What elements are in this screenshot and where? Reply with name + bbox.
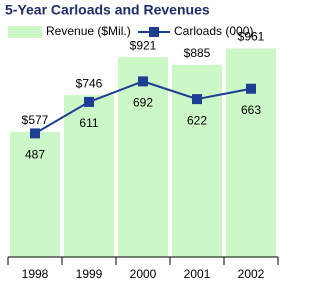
bar-value-label: $885 (184, 46, 211, 60)
line-marker (246, 83, 256, 94)
bar-value-label: $577 (22, 113, 49, 127)
line-value-label: 611 (79, 116, 98, 130)
line-marker (84, 96, 94, 107)
x-tick-label: 2000 (130, 267, 157, 281)
x-tick-label: 1999 (76, 267, 103, 281)
bar (10, 131, 60, 257)
line-value-label: 692 (133, 96, 153, 110)
bar-value-label: $746 (76, 76, 103, 90)
legend-marker (149, 27, 159, 37)
bar (64, 95, 114, 257)
legend-label: Carloads (000) (174, 24, 253, 38)
bar-value-label: $921 (130, 38, 157, 52)
legend-swatch (8, 26, 42, 38)
bar-value-label: $961 (238, 30, 265, 44)
x-tick-label: 2002 (238, 267, 265, 281)
line-marker (192, 94, 202, 105)
x-tick-label: 2001 (184, 267, 211, 281)
legend-label: Revenue ($Mil.) (46, 24, 131, 38)
chart: 5-Year Carloads and Revenues Revenue ($M… (5, 2, 279, 281)
bar (118, 57, 168, 257)
line-value-label: 663 (241, 103, 261, 117)
bar (226, 48, 276, 258)
line-marker (30, 128, 40, 139)
chart-title: 5-Year Carloads and Revenues (5, 2, 210, 18)
line-value-label: 487 (25, 148, 45, 162)
line-value-label: 622 (187, 113, 207, 127)
x-tick-label: 1998 (22, 267, 49, 281)
line-marker (138, 76, 148, 87)
